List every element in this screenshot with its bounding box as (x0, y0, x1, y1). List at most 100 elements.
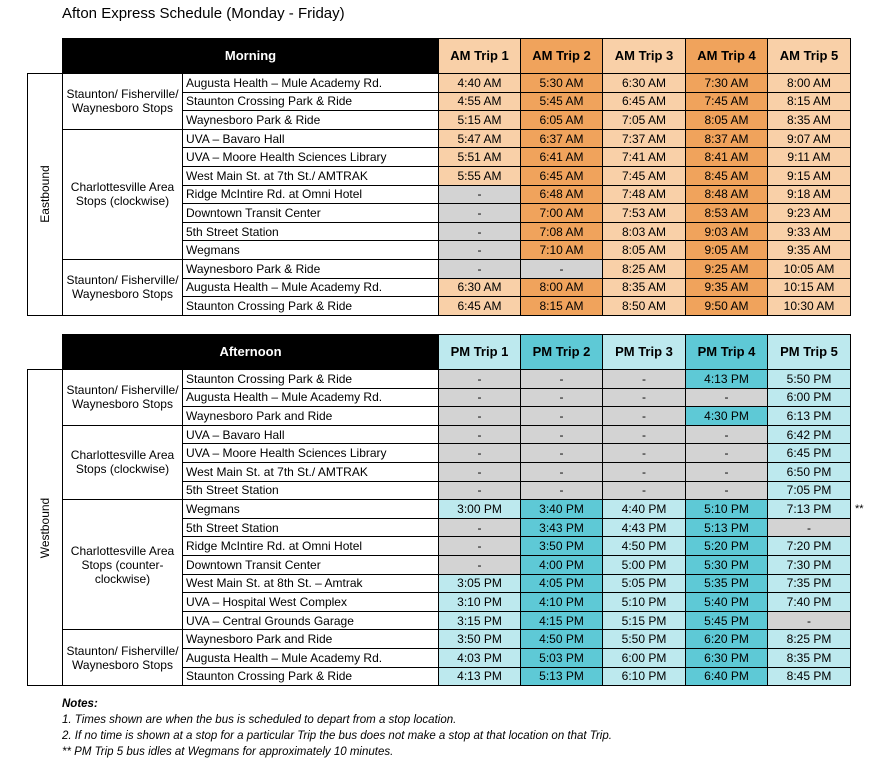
stop-row: 5th Street Station - - - -7:05 PM (28, 480, 879, 501)
row-note (851, 148, 879, 167)
stop-name: Staunton Crossing Park & Ride (182, 91, 439, 112)
stop-name: 5th Street Station (182, 480, 439, 501)
row-note (851, 259, 879, 278)
trip-time: 7:05 PM (767, 480, 851, 501)
stop-row: Downtown Transit Center -7:00 AM 7:53 AM 8:… (28, 203, 879, 223)
stop-name: Waynesboro Park & Ride (182, 258, 439, 279)
group-label: Staunton/ Fisherville/ Waynesboro Stops (62, 369, 183, 426)
trip-time: - (520, 443, 603, 463)
stop-name: Ridge McIntire Rd. at Omni Hotel (182, 184, 439, 205)
stop-name: Wegmans (182, 499, 439, 519)
stop-name: UVA – Bavaro Hall (182, 128, 439, 149)
trip-time: 8:05 AM (602, 240, 686, 260)
header-row: Morning AM Trip 1 AM Trip 2 AM Trip 3 AM Tri… (28, 38, 879, 74)
trip-time: 6:50 PM (767, 461, 851, 482)
trip-time: 5:45 PM (685, 610, 768, 631)
trip-time: 6:45 AM (602, 91, 686, 112)
trip-time: - (602, 480, 686, 501)
stop-row: Downtown Transit Center -4:00 PM 5:00 PM 5:… (28, 554, 879, 575)
trip-time: 6:30 PM (685, 647, 768, 668)
trip-time: 4:03 PM (438, 647, 521, 668)
trip-time: 4:40 PM (602, 499, 686, 519)
trip-time: 9:07 AM (767, 128, 851, 149)
trip-header: PM Trip 2 (520, 334, 603, 370)
period-header: Afternoon (62, 334, 439, 370)
row-note (851, 630, 879, 649)
trip-time: 4:50 PM (602, 536, 686, 556)
schedule-table: Afternoon PM Trip 1 PM Trip 2 PM Trip 3 PM T… (27, 334, 879, 687)
trip-time: 3:50 PM (438, 629, 521, 649)
trip-time: - (602, 369, 686, 389)
trip-time: 6:37 AM (520, 128, 603, 149)
trip-time: 7:48 AM (602, 184, 686, 205)
trip-header: AM Trip 4 (685, 38, 768, 74)
trip-time: - (685, 480, 768, 501)
trip-time: - (438, 240, 521, 260)
stop-name: Augusta Health – Mule Academy Rd. (182, 387, 439, 408)
trip-time: 5:13 PM (520, 666, 603, 687)
trip-time: 7:35 PM (767, 573, 851, 594)
row-note (851, 204, 879, 223)
trip-time: 6:00 PM (767, 387, 851, 408)
trip-header: PM Trip 3 (602, 334, 686, 370)
stop-row: UVA – Moore Health Sciences Library - - - -6… (28, 443, 879, 463)
stop-name: UVA – Central Grounds Garage (182, 610, 439, 631)
stop-row: Waynesboro Park and Ride - - -4:30 PM 6:13 P… (28, 406, 879, 426)
trip-header: PM Trip 5 (767, 334, 851, 370)
trip-time: 10:30 AM (767, 296, 851, 316)
trip-time: 6:40 PM (685, 666, 768, 687)
stop-row: Augusta Health – Mule Academy Rd. - - - -6:0… (28, 387, 879, 408)
stop-row: UVA – Central Grounds Garage 3:15 PM 4:15 … (28, 610, 879, 631)
trip-time: 5:13 PM (685, 517, 768, 538)
trip-time: 3:10 PM (438, 592, 521, 612)
stop-name: West Main St. at 8th St. – Amtrak (182, 573, 439, 594)
trip-time: - (685, 461, 768, 482)
trip-time: 8:35 PM (767, 647, 851, 668)
trip-time: 8:15 AM (520, 296, 603, 316)
trip-time: 5:30 AM (520, 73, 603, 93)
stop-name: Ridge McIntire Rd. at Omni Hotel (182, 536, 439, 556)
blank-cell (851, 335, 879, 370)
trip-time: - (438, 480, 521, 501)
trip-time: 6:05 AM (520, 110, 603, 130)
stop-name: Augusta Health – Mule Academy Rd. (182, 277, 439, 298)
row-note (851, 462, 879, 481)
stop-name: UVA – Moore Health Sciences Library (182, 443, 439, 463)
trip-time: 5:50 PM (602, 629, 686, 649)
trip-time: 5:05 PM (602, 573, 686, 594)
trip-time: 8:00 AM (767, 73, 851, 93)
trip-time: - (520, 406, 603, 426)
notes-title: Notes: (62, 698, 98, 710)
stop-name: Augusta Health – Mule Academy Rd. (182, 73, 439, 93)
row-note (851, 648, 879, 667)
direction-label: Eastbound (38, 165, 52, 224)
trip-time: 8:45 AM (685, 165, 768, 186)
trip-time: 7:08 AM (520, 221, 603, 242)
trip-time: 5:15 PM (602, 610, 686, 631)
stop-row: West Main St. at 7th St./ AMTRAK - - - -6:50… (28, 461, 879, 482)
trip-time: 8:03 AM (602, 221, 686, 242)
row-note (851, 297, 879, 316)
stop-row: Westbound Staunton/ Fisherville/ Waynesbo… (27, 368, 879, 687)
trip-time: 5:50 PM (767, 369, 851, 389)
row-note (851, 555, 879, 574)
stop-name: Waynesboro Park & Ride (182, 110, 439, 130)
stop-name: Downtown Transit Center (182, 554, 439, 575)
stop-row: West Main St. at 8th St. – Amtrak 3:05 PM… (28, 573, 879, 594)
trip-time: 4:50 PM (520, 629, 603, 649)
trip-time: 6:00 PM (602, 647, 686, 668)
trip-time: 6:13 PM (767, 406, 851, 426)
stop-name: Downtown Transit Center (182, 203, 439, 223)
stop-name: Staunton Crossing Park & Ride (182, 296, 439, 316)
trip-time: - (520, 461, 603, 482)
trip-time: 9:35 AM (685, 277, 768, 298)
trip-time: 7:30 AM (685, 73, 768, 93)
trip-time: 8:48 AM (685, 184, 768, 205)
trip-time: 5:55 AM (438, 165, 521, 186)
row-note (851, 278, 879, 297)
row-note (851, 667, 879, 686)
trip-time: 7:40 PM (767, 592, 851, 612)
blank-cell (28, 335, 63, 370)
stop-row: Staunton Crossing Park & Ride 6:45 AM 8:15… (28, 296, 879, 316)
